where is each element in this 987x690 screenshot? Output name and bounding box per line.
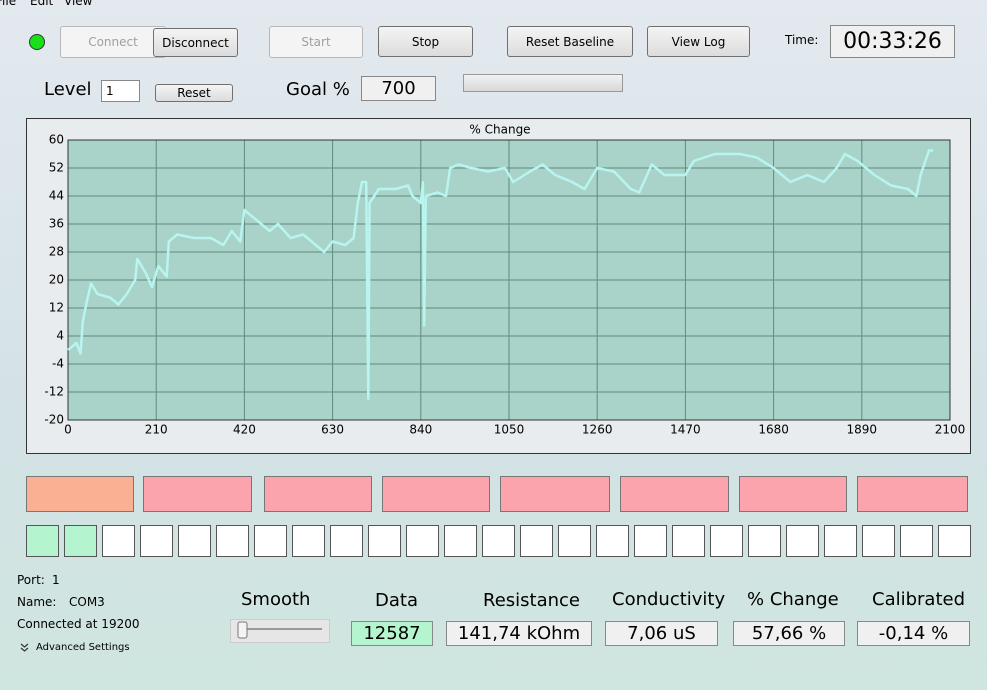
data-label: Data <box>375 590 418 611</box>
step-box <box>558 525 591 557</box>
indicator-box <box>264 476 372 512</box>
indicator-box <box>143 476 252 512</box>
indicator-box <box>26 476 134 512</box>
change-label: % Change <box>747 589 839 610</box>
indicator-box <box>739 476 847 512</box>
data-line <box>67 149 934 401</box>
step-box <box>634 525 667 557</box>
resistance-label: Resistance <box>483 590 580 611</box>
x-tick-label: 0 <box>64 423 72 437</box>
y-tick-label: 36 <box>49 217 64 231</box>
level-label: Level <box>44 79 92 100</box>
y-tick-label: -4 <box>52 357 64 371</box>
change-display: 57,66 % <box>733 621 845 646</box>
connect-button[interactable]: Connect <box>60 26 166 58</box>
stop-button[interactable]: Stop <box>378 26 473 57</box>
step-box <box>26 525 59 557</box>
step-box <box>102 525 135 557</box>
step-box <box>368 525 401 557</box>
chart-border <box>26 118 971 454</box>
x-tick-label: 1890 <box>847 423 878 437</box>
chevron-icon <box>20 643 29 652</box>
x-tick-label: 420 <box>233 423 256 437</box>
step-box <box>216 525 249 557</box>
chart-title: % Change <box>469 123 530 137</box>
step-box <box>140 525 173 557</box>
step-box <box>900 525 933 557</box>
conductivity-display: 7,06 uS <box>605 621 718 646</box>
reset-baseline-button[interactable]: Reset Baseline <box>507 26 633 57</box>
x-tick-label: 1470 <box>670 423 701 437</box>
y-tick-label: 60 <box>49 133 64 147</box>
step-box <box>178 525 211 557</box>
step-box <box>672 525 705 557</box>
x-tick-label: 1680 <box>758 423 789 437</box>
indicator-box <box>382 476 490 512</box>
disconnect-button[interactable]: Disconnect <box>153 28 238 57</box>
step-box <box>710 525 743 557</box>
menu-item[interactable]: File <box>0 0 17 8</box>
step-box <box>520 525 553 557</box>
y-tick-label: 44 <box>49 189 64 203</box>
indicator-box <box>620 476 729 512</box>
plot-frame <box>67 139 951 421</box>
x-tick-label: 840 <box>409 423 432 437</box>
step-box <box>938 525 971 557</box>
step-box <box>862 525 895 557</box>
status-led <box>29 34 45 50</box>
y-tick-label: 28 <box>49 245 64 259</box>
step-box <box>254 525 287 557</box>
x-tick-label: 210 <box>145 423 168 437</box>
x-tick-label: 630 <box>321 423 344 437</box>
x-tick-label: 1260 <box>582 423 613 437</box>
start-button[interactable]: Start <box>269 26 363 58</box>
smooth-label: Smooth <box>241 589 311 610</box>
view-log-button[interactable]: View Log <box>647 26 750 57</box>
name-label: Name: <box>17 595 57 609</box>
resistance-display: 141,74 kOhm <box>446 621 592 646</box>
progress-bar <box>463 74 623 92</box>
calibrated-label: Calibrated <box>872 589 966 610</box>
step-box <box>444 525 477 557</box>
port-value: 1 <box>52 573 60 587</box>
level-reset-button[interactable]: Reset <box>155 84 233 102</box>
data-display: 12587 <box>351 621 433 646</box>
time-label: Time: <box>785 33 819 47</box>
step-box <box>292 525 325 557</box>
step-box <box>748 525 781 557</box>
step-box <box>64 525 97 557</box>
calibrated-display: -0,14 % <box>857 621 970 646</box>
name-value: COM3 <box>69 595 105 609</box>
conductivity-label: Conductivity <box>612 589 726 610</box>
port-label: Port: <box>17 573 45 587</box>
menu-item[interactable]: View <box>64 0 93 8</box>
connection-status: Connected at 19200 <box>17 617 140 631</box>
y-tick-label: -20 <box>44 413 64 427</box>
step-box <box>596 525 629 557</box>
x-tick-label: 1050 <box>494 423 525 437</box>
level-input[interactable]: 1 <box>101 80 140 102</box>
advanced-settings[interactable]: Advanced Settings <box>36 642 130 653</box>
step-box <box>330 525 363 557</box>
indicator-box <box>857 476 968 512</box>
step-box <box>406 525 439 557</box>
step-box <box>824 525 857 557</box>
smooth-slider[interactable] <box>230 619 330 643</box>
step-box <box>482 525 515 557</box>
step-box <box>786 525 819 557</box>
chart: % Change -20 -12 -4 4 12 20 28 36 44 52 60 0 210 420 6… <box>26 118 971 454</box>
menu-item[interactable]: Edit <box>30 0 54 8</box>
goal-display: 700 <box>361 76 436 101</box>
indicator-box <box>500 476 610 512</box>
goal-label: Goal % <box>286 79 350 100</box>
time-display: 00:33:26 <box>830 25 955 58</box>
y-tick-label: 20 <box>49 273 64 287</box>
y-tick-label: 52 <box>49 161 64 175</box>
y-tick-label: 4 <box>56 329 64 343</box>
y-tick-label: -12 <box>44 385 64 399</box>
x-tick-label: 2100 <box>935 423 966 437</box>
y-tick-label: 12 <box>49 301 64 315</box>
